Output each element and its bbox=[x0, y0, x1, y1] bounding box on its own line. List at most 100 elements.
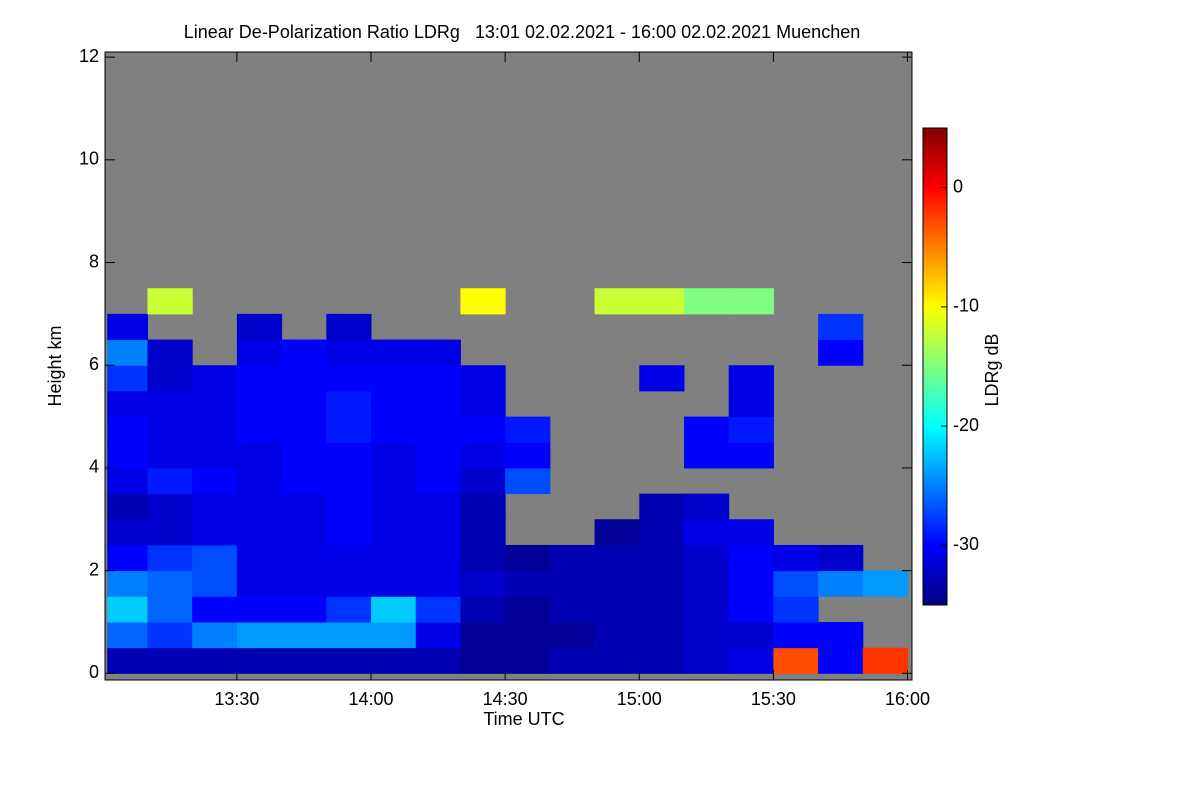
colorbar bbox=[922, 127, 948, 606]
heat-cell bbox=[415, 621, 461, 649]
heat-cell bbox=[236, 416, 283, 443]
heat-cell bbox=[371, 544, 417, 572]
heat-cell bbox=[460, 621, 506, 649]
heat-cell bbox=[326, 570, 372, 597]
colorbar-tick-label: -10 bbox=[953, 296, 979, 316]
heat-cell bbox=[326, 313, 372, 341]
heat-cell bbox=[107, 519, 148, 546]
heat-cell bbox=[281, 570, 327, 597]
heat-cell bbox=[107, 467, 148, 495]
heatmap bbox=[107, 288, 909, 674]
heat-cell bbox=[728, 442, 774, 469]
heat-cell bbox=[192, 544, 238, 572]
heat-cell bbox=[326, 390, 372, 418]
heat-cell bbox=[281, 596, 327, 623]
heat-cell bbox=[281, 467, 327, 495]
heat-cell bbox=[326, 339, 372, 366]
heat-cell bbox=[639, 365, 685, 392]
heat-cell bbox=[460, 442, 506, 469]
heat-cell bbox=[281, 544, 327, 572]
heat-cell bbox=[107, 365, 148, 392]
heat-cell bbox=[281, 442, 327, 469]
heat-cell bbox=[415, 570, 461, 597]
heat-cell bbox=[728, 544, 774, 572]
heat-cell bbox=[594, 519, 640, 546]
heat-cell bbox=[683, 493, 730, 520]
heat-cell bbox=[326, 467, 372, 495]
heat-cell bbox=[818, 313, 864, 341]
heat-cell bbox=[818, 339, 864, 366]
heat-cell bbox=[192, 519, 238, 546]
heat-cell bbox=[281, 339, 327, 366]
heat-cell bbox=[594, 544, 640, 572]
heat-cell bbox=[192, 390, 238, 418]
heat-cell bbox=[505, 647, 551, 674]
heat-cell bbox=[415, 390, 461, 418]
heat-cell bbox=[415, 647, 461, 674]
heat-cell bbox=[281, 647, 327, 674]
heat-cell bbox=[639, 570, 685, 597]
heat-cell bbox=[107, 570, 148, 597]
heat-cell bbox=[818, 544, 864, 572]
heat-cell bbox=[505, 596, 551, 623]
heat-cell bbox=[147, 339, 193, 366]
heat-cell bbox=[192, 647, 238, 674]
x-tick-label: 13:30 bbox=[214, 689, 259, 709]
heat-cell bbox=[460, 647, 506, 674]
heat-cell bbox=[683, 288, 730, 315]
heat-cell bbox=[415, 416, 461, 443]
colorbar-label: LDRg dB bbox=[982, 333, 1002, 406]
heat-cell bbox=[505, 570, 551, 597]
y-tick-label: 8 bbox=[89, 251, 99, 271]
x-tick-label: 14:30 bbox=[483, 689, 528, 709]
heat-cell bbox=[639, 288, 685, 315]
heat-cell bbox=[326, 647, 372, 674]
heat-cell bbox=[107, 647, 148, 674]
x-tick-label: 16:00 bbox=[885, 689, 930, 709]
heat-cell bbox=[107, 313, 148, 341]
heat-cell bbox=[371, 493, 417, 520]
heat-cell bbox=[107, 493, 148, 520]
chart-title: Linear De-Polarization Ratio LDRg 13:01 … bbox=[184, 22, 860, 42]
heat-cell bbox=[236, 570, 283, 597]
heat-cell bbox=[326, 544, 372, 572]
heat-cell bbox=[773, 621, 819, 649]
heat-cell bbox=[192, 467, 238, 495]
heat-cell bbox=[371, 621, 417, 649]
y-axis-label: Height km bbox=[45, 325, 65, 406]
heat-cell bbox=[862, 647, 909, 674]
heat-cell bbox=[549, 596, 596, 623]
heat-cell bbox=[728, 621, 774, 649]
heat-cell bbox=[505, 544, 551, 572]
heat-cell bbox=[236, 442, 283, 469]
heat-cell bbox=[281, 416, 327, 443]
heat-cell bbox=[683, 519, 730, 546]
y-tick-label: 12 bbox=[79, 46, 99, 66]
heat-cell bbox=[460, 467, 506, 495]
heat-cell bbox=[460, 288, 506, 315]
heat-cell bbox=[371, 467, 417, 495]
heat-cell bbox=[728, 519, 774, 546]
x-tick-label: 14:00 bbox=[348, 689, 393, 709]
heat-cell bbox=[192, 416, 238, 443]
heat-cell bbox=[192, 596, 238, 623]
heat-cell bbox=[236, 519, 283, 546]
heat-cell bbox=[326, 442, 372, 469]
heat-cell bbox=[460, 596, 506, 623]
heat-cell bbox=[147, 390, 193, 418]
heat-cell bbox=[281, 493, 327, 520]
heat-cell bbox=[594, 596, 640, 623]
heat-cell bbox=[371, 596, 417, 623]
heat-cell bbox=[460, 570, 506, 597]
heat-cell bbox=[326, 596, 372, 623]
heat-cell bbox=[728, 647, 774, 674]
heat-cell bbox=[460, 493, 506, 520]
heat-cell bbox=[728, 288, 774, 315]
heat-cell bbox=[281, 621, 327, 649]
heat-cell bbox=[639, 647, 685, 674]
heat-cell bbox=[683, 570, 730, 597]
y-tick-label: 0 bbox=[89, 662, 99, 682]
x-axis-label: Time UTC bbox=[483, 709, 564, 729]
y-tick-label: 10 bbox=[79, 149, 99, 169]
heat-cell bbox=[505, 621, 551, 649]
